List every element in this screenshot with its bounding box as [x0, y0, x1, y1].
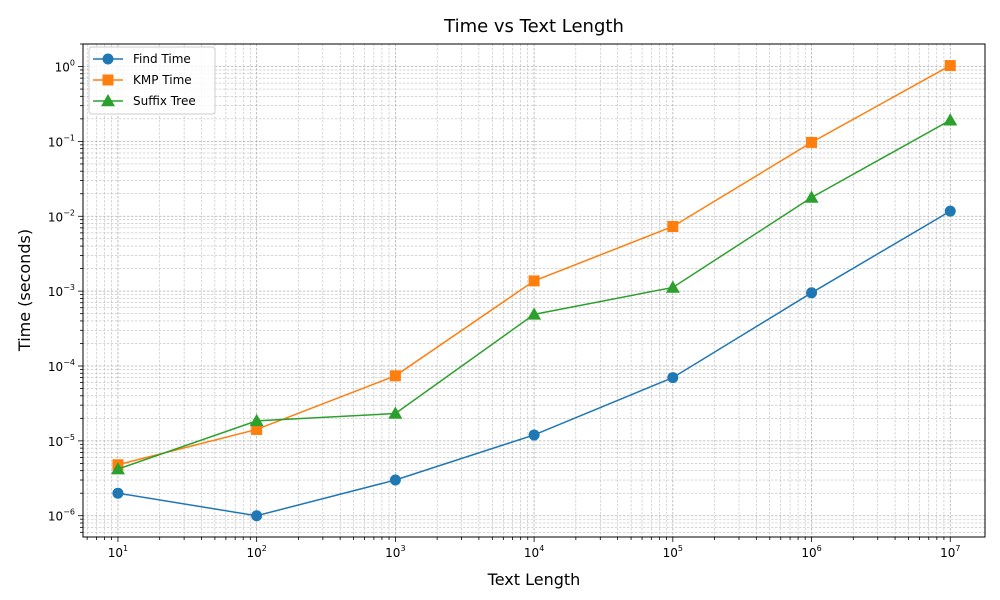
y-tick-label: 10−4 [48, 358, 75, 374]
x-tick-label: 105 [663, 544, 683, 560]
find-time-point [806, 287, 818, 299]
suffix-tree-point [804, 190, 819, 203]
series-group [110, 60, 958, 522]
y-tick-label: 10−1 [48, 133, 75, 149]
x-axis-label: Text Length [487, 570, 581, 589]
chart-title: Time vs Text Length [443, 16, 624, 37]
legend-kmp-time-marker [102, 74, 114, 86]
legend-find-time-marker [102, 53, 114, 65]
y-tick-label: 10−6 [48, 508, 75, 524]
suffix-tree-point [527, 307, 542, 320]
kmp-time-point [667, 221, 679, 233]
find-time-point [112, 487, 124, 499]
y-tick-label: 10−3 [48, 283, 75, 299]
x-tick-label: 107 [940, 544, 960, 560]
legend-find-time-label: Find Time [133, 52, 191, 66]
y-axis-label: Time (seconds) [15, 229, 34, 352]
suffix-tree-point [388, 406, 403, 419]
suffix-tree-point [249, 413, 264, 427]
y-tick-label: 10−5 [48, 433, 75, 449]
legend-frame [88, 46, 216, 115]
x-tick-label: 103 [385, 544, 405, 560]
legend-suffix-tree-label: Suffix Tree [133, 94, 196, 108]
kmp-time-point [389, 370, 401, 382]
legend: Find Time KMP Time Suffix Tree [88, 46, 216, 115]
kmp-time-point [528, 275, 540, 287]
y-tick-label: 10−2 [48, 208, 75, 224]
find-time-point [251, 510, 263, 522]
kmp-time-point [944, 60, 956, 72]
find-time-point [944, 205, 956, 217]
legend-suffix-tree-marker [101, 94, 115, 107]
kmp-time-point [251, 423, 263, 435]
y-tick-label: 100 [55, 59, 75, 75]
legend-kmp-time-label: KMP Time [133, 73, 192, 87]
suffix-tree-point [110, 462, 125, 475]
kmp-time-point [806, 136, 818, 148]
x-tick-label: 101 [108, 544, 128, 560]
find-time-point [528, 429, 540, 441]
suffix-tree-point [665, 280, 680, 293]
x-tick-label: 104 [524, 544, 544, 560]
find-time-point [389, 474, 401, 486]
x-tick-label: 106 [801, 544, 821, 560]
axis-ticks: 101 102 103 104 105 106 107 10−6 10−5 10−4 10−3 10−… [48, 43, 960, 560]
suffix-tree-point [943, 113, 958, 126]
x-tick-label: 102 [246, 544, 266, 560]
find-time-point [667, 372, 679, 384]
